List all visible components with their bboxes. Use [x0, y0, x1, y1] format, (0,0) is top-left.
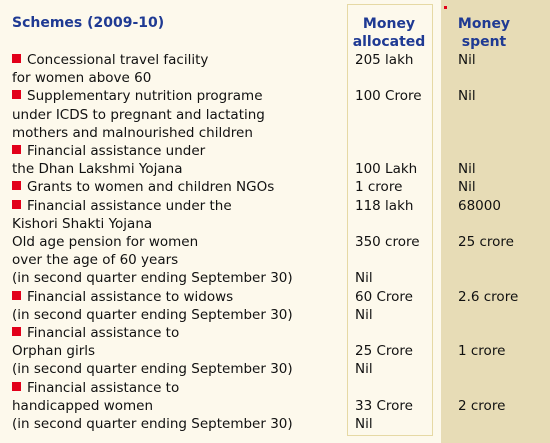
row-text: for women above 60 [12, 69, 151, 87]
spent-value: Nil [458, 52, 476, 68]
red-bullet-icon [12, 145, 21, 154]
row-text: Old age pension for women [12, 233, 198, 251]
allocated-value: 205 lakh [355, 52, 414, 68]
allocated-value: 60 Crore [355, 288, 413, 305]
allocated-value: 100 Crore [355, 88, 422, 105]
scheme-label: Orphan girls [12, 343, 96, 360]
spent-value: Nil [458, 161, 476, 178]
spent-value: 1 crore [458, 343, 506, 360]
spent-header: Money spent [441, 15, 527, 51]
scheme-label: (in second quarter ending September 30) [12, 361, 293, 378]
row-text: Grants to women and children NGOs [12, 178, 274, 196]
row-text: (in second quarter ending September 30) [12, 269, 293, 287]
scheme-label: the Dhan Lakshmi Yojana [12, 161, 183, 178]
row-text: the Dhan Lakshmi Yojana [12, 160, 182, 178]
spent-value: 25 crore [458, 234, 514, 250]
scheme-label: Financial assistance under the [27, 197, 232, 214]
row-text: handicapped women [12, 397, 153, 415]
scheme-label: for women above 60 [12, 70, 152, 87]
row-text: Financial assistance under [12, 142, 205, 160]
allocated-header-line-2: allocated [352, 34, 426, 50]
scheme-label: Concessional travel facility [27, 52, 209, 68]
row-text: Financial assistance to [12, 379, 179, 397]
row-text: (in second quarter ending September 30) [12, 306, 293, 324]
red-bullet-icon [12, 181, 21, 191]
row-text: (in second quarter ending September 30) [12, 415, 293, 433]
row-text: Kishori Shakti Yojana [12, 215, 152, 233]
spent-value: 2.6 crore [458, 288, 519, 305]
scheme-label: over the age of 60 years [12, 252, 179, 269]
red-dot-mark [444, 6, 447, 9]
spent-value: Nil [458, 88, 476, 105]
red-bullet-icon [12, 381, 21, 391]
spent-header-line-1: Money [457, 16, 511, 32]
allocated-value: 100 Lakh [355, 161, 418, 178]
scheme-label: (in second quarter ending September 30) [12, 416, 293, 432]
row-text: Supplementary nutrition programe [12, 87, 263, 105]
scheme-label: Financial assistance under [27, 143, 206, 159]
spent-value: Nil [458, 179, 476, 196]
spent-value: 68000 [458, 197, 501, 214]
allocated-value: 1 crore [355, 179, 403, 196]
allocated-header: Money allocated [349, 15, 429, 51]
scheme-label: Financial assistance to [27, 325, 180, 341]
scheme-label: Financial assistance to widows [27, 288, 234, 305]
scheme-label: handicapped women [12, 397, 154, 414]
red-bullet-icon [12, 327, 21, 336]
allocated-value: 118 lakh [355, 197, 414, 214]
table-title: Schemes (2009-10) [12, 15, 165, 31]
red-bullet-icon [12, 290, 21, 300]
scheme-label: Financial assistance to [27, 379, 180, 396]
allocated-value: Nil [355, 306, 373, 323]
scheme-label: (in second quarter ending September 30) [12, 270, 293, 287]
row-text: Financial assistance under the [12, 197, 232, 215]
row-text: Financial assistance to [12, 324, 179, 342]
spent-header-line-2: spent [461, 34, 507, 50]
scheme-label: Grants to women and children NGOs [27, 179, 275, 196]
allocated-column-box [347, 4, 433, 436]
scheme-label: under ICDS to pregnant and lactating [12, 106, 265, 123]
scheme-label: (in second quarter ending September 30) [12, 306, 293, 323]
scheme-label: Supplementary nutrition programe [27, 88, 263, 105]
red-bullet-icon [12, 90, 21, 100]
allocated-value: Nil [355, 361, 373, 378]
spent-column-box [441, 0, 550, 443]
allocated-value: 25 Crore [355, 343, 413, 360]
row-text: Concessional travel facility [12, 51, 208, 69]
allocated-value: Nil [355, 270, 373, 287]
row-text: over the age of 60 years [12, 251, 178, 269]
red-bullet-icon [12, 199, 21, 209]
row-text: Orphan girls [12, 342, 95, 360]
row-text: Financial assistance to widows [12, 288, 233, 306]
allocated-header-line-1: Money [362, 16, 416, 32]
scheme-label: Old age pension for women [12, 234, 199, 250]
scheme-label: mothers and malnourished children [12, 124, 253, 141]
allocated-value: Nil [355, 416, 373, 432]
scheme-label: Kishori Shakti Yojana [12, 215, 153, 232]
row-text: (in second quarter ending September 30) [12, 360, 293, 378]
row-text: mothers and malnourished children [12, 124, 253, 142]
allocated-value: 33 Crore [355, 397, 413, 414]
allocated-value: 350 crore [355, 234, 420, 250]
spent-value: 2 crore [458, 397, 506, 414]
red-bullet-icon [12, 54, 21, 63]
row-text: under ICDS to pregnant and lactating [12, 106, 265, 124]
